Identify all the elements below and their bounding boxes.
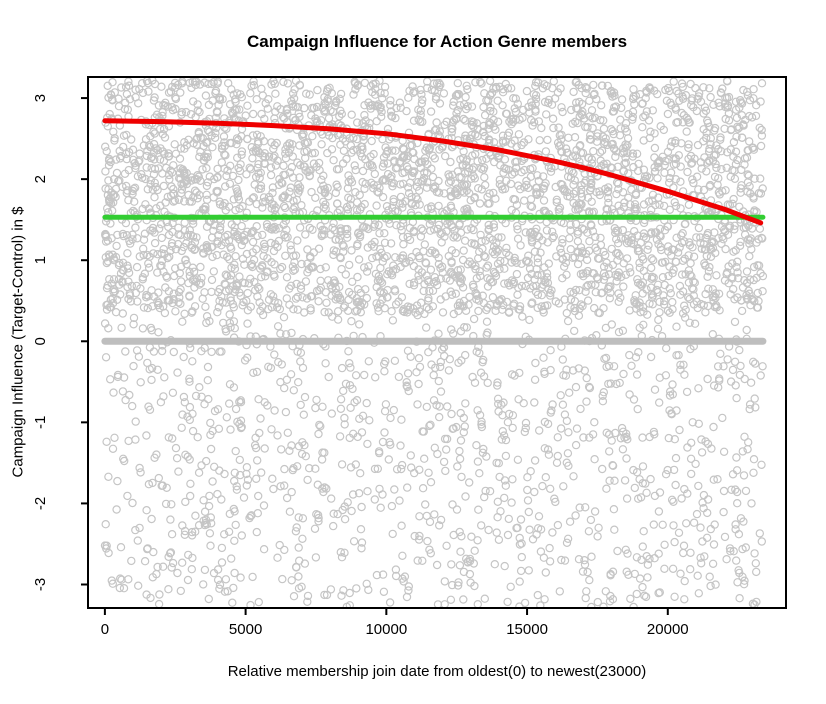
y-tick-label: 2 bbox=[32, 175, 49, 183]
y-tick-label: -2 bbox=[32, 497, 49, 510]
x-tick-label: 20000 bbox=[647, 621, 689, 638]
plot-border bbox=[87, 76, 787, 609]
plot-contents bbox=[100, 77, 768, 608]
y-tick-label: 3 bbox=[32, 94, 49, 102]
y-tick-label: 0 bbox=[32, 337, 49, 345]
chart-title: Campaign Influence for Action Genre memb… bbox=[246, 32, 628, 51]
x-tick-label: 15000 bbox=[506, 621, 548, 638]
scatter-points bbox=[100, 77, 768, 608]
y-tick-label: -3 bbox=[32, 578, 49, 591]
tick-labels: 0 5000 10000 15000 20000 -3 -2 -1 0 1 2 3 bbox=[32, 94, 689, 638]
x-tick-label: 5000 bbox=[229, 621, 262, 638]
x-tick-label: 10000 bbox=[365, 621, 407, 638]
x-tick-label: 0 bbox=[101, 621, 109, 638]
trend-curve bbox=[102, 118, 764, 226]
y-tick-label: -1 bbox=[32, 416, 49, 429]
x-axis-title: Relative membership join date from oldes… bbox=[227, 663, 647, 680]
y-tick-label: 1 bbox=[32, 256, 49, 264]
axis-ticks bbox=[81, 97, 669, 615]
